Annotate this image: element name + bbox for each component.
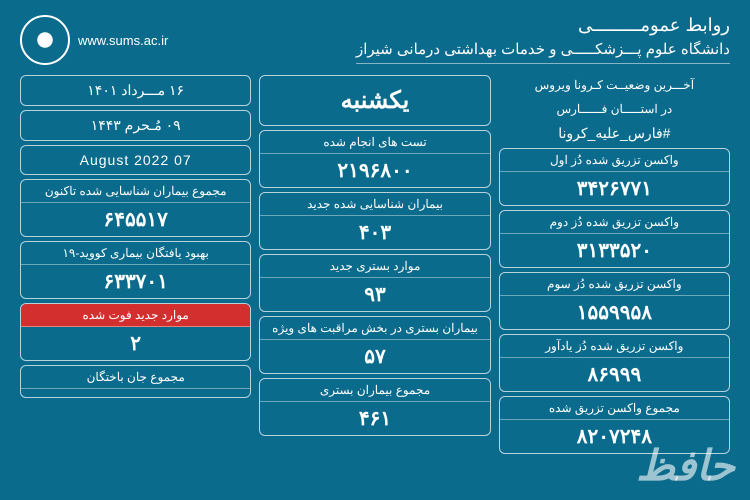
subtitle-2: در استـــــان فــــــارس xyxy=(499,99,730,119)
website-url: www.sums.ac.ir xyxy=(78,33,168,48)
hashtag: #فارس_علیه_کرونا xyxy=(499,123,730,144)
stat-label: تست های انجام شده xyxy=(260,131,489,154)
stat-value: ۲۱۹۶۸۰۰ xyxy=(260,154,489,187)
stat-label: واکسن تزریق شده دُز دوم xyxy=(500,211,729,234)
stat-total-deaths: مجموع جان باختگان xyxy=(20,365,251,398)
stat-label: مجموع بیماران بستری xyxy=(260,379,489,402)
stat-total-cases: مجموع بیماران شناسایی شده تاکنون ۶۴۵۵۱۷ xyxy=(20,179,251,237)
stat-tests: تست های انجام شده ۲۱۹۶۸۰۰ xyxy=(259,130,490,188)
stat-label: موارد جدید فوت شده xyxy=(21,304,250,327)
stat-value: ۶۴۵۵۱۷ xyxy=(21,203,250,236)
header-text-block: روابط عمومـــــــــی دانشگاه علوم پـــزش… xyxy=(356,15,730,67)
stat-label: بیماران بستری در بخش مراقبت های ویژه xyxy=(260,317,489,340)
stat-recovered: بهبود یافتگان بیماری کووید-۱۹ ۶۳۳۷۰۱ xyxy=(20,241,251,299)
day-name: یکشنبه xyxy=(259,75,490,126)
stat-value: ۲ xyxy=(21,327,250,360)
stat-total-vaccine: مجموع واکسن تزریق شده ۸۲۰۷۲۴۸ xyxy=(499,396,730,454)
date-persian: ۱۶ مـــرداد ۱۴۰۱ xyxy=(20,75,251,106)
stat-new-hospitalized: موارد بستری جدید ۹۳ xyxy=(259,254,490,312)
stat-label: مجموع بیماران شناسایی شده تاکنون xyxy=(21,180,250,203)
stat-label: موارد بستری جدید xyxy=(260,255,489,278)
main-container: روابط عمومـــــــــی دانشگاه علوم پـــزش… xyxy=(0,0,750,500)
stat-label: واکسن تزریق شده دُز یادآور xyxy=(500,335,729,358)
stat-label: مجموع واکسن تزریق شده xyxy=(500,397,729,420)
stat-value: ۹۳ xyxy=(260,278,489,311)
stat-value: ۴۰۳ xyxy=(260,216,489,249)
left-column: ۱۶ مـــرداد ۱۴۰۱ ۰۹ مُـحرم ۱۴۴۳ 07 Augus… xyxy=(20,75,251,454)
stat-icu: بیماران بستری در بخش مراقبت های ویژه ۵۷ xyxy=(259,316,490,374)
header-line1: روابط عمومـــــــــی xyxy=(356,15,730,36)
date-gregorian: 07 August 2022 xyxy=(20,145,251,175)
stat-new-cases: بیماران شناسایی شده جدید ۴۰۳ xyxy=(259,192,490,250)
logo-area: www.sums.ac.ir xyxy=(20,15,168,65)
stat-value: ۵۷ xyxy=(260,340,489,373)
stat-booster: واکسن تزریق شده دُز یادآور ۸۶۹۹۹ xyxy=(499,334,730,392)
stat-label: واکسن تزریق شده دُز سوم xyxy=(500,273,729,296)
stat-dose3: واکسن تزریق شده دُز سوم ۱۵۵۹۹۵۸ xyxy=(499,272,730,330)
stat-label: مجموع جان باختگان xyxy=(21,366,250,389)
stat-dose2: واکسن تزریق شده دُز دوم ۳۱۳۳۵۲۰ xyxy=(499,210,730,268)
middle-column: یکشنبه تست های انجام شده ۲۱۹۶۸۰۰ بیماران… xyxy=(259,75,490,454)
stat-value: ۳۴۲۶۷۷۱ xyxy=(500,172,729,205)
stat-value: ۸۶۹۹۹ xyxy=(500,358,729,391)
stat-value: ۳۱۳۳۵۲۰ xyxy=(500,234,729,267)
header-line2: دانشگاه علوم پـــزشکـــــی و خدمات بهداش… xyxy=(356,40,730,64)
stat-value: ۶۳۳۷۰۱ xyxy=(21,265,250,298)
date-hijri: ۰۹ مُـحرم ۱۴۴۳ xyxy=(20,110,251,141)
stat-value: ۱۵۵۹۹۵۸ xyxy=(500,296,729,329)
stat-value: ۴۶۱ xyxy=(260,402,489,435)
logo-icon xyxy=(20,15,70,65)
stat-total-hospitalized: مجموع بیماران بستری ۴۶۱ xyxy=(259,378,490,436)
stat-label: بیماران شناسایی شده جدید xyxy=(260,193,489,216)
stat-label: بهبود یافتگان بیماری کووید-۱۹ xyxy=(21,242,250,265)
stat-label: واکسن تزریق شده دُز اول xyxy=(500,149,729,172)
subtitle-1: آخـــرین وضعیــت کـرونا ویروس xyxy=(499,75,730,95)
columns-wrapper: آخـــرین وضعیــت کـرونا ویروس در استــــ… xyxy=(20,75,730,454)
stat-dose1: واکسن تزریق شده دُز اول ۳۴۲۶۷۷۱ xyxy=(499,148,730,206)
stat-new-deaths: موارد جدید فوت شده ۲ xyxy=(20,303,251,361)
right-column: آخـــرین وضعیــت کـرونا ویروس در استــــ… xyxy=(499,75,730,454)
header: روابط عمومـــــــــی دانشگاه علوم پـــزش… xyxy=(20,15,730,67)
stat-value: ۸۲۰۷۲۴۸ xyxy=(500,420,729,453)
stat-value xyxy=(21,389,250,397)
